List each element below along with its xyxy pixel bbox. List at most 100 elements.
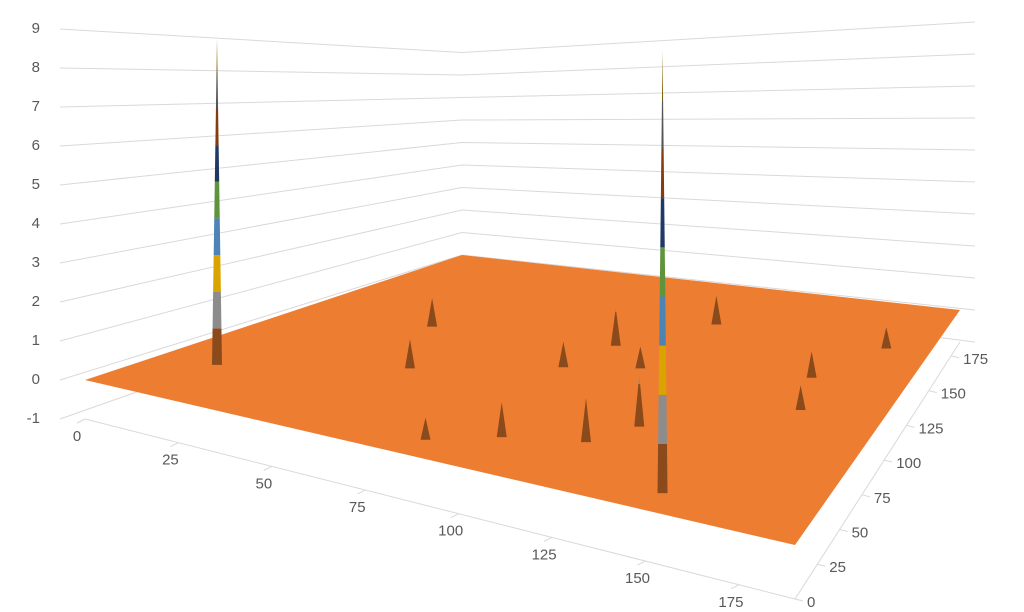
spike-band xyxy=(661,50,664,100)
grid-line xyxy=(59,164,976,225)
spike-band xyxy=(659,247,666,297)
y-tick-label: 50 xyxy=(852,525,869,542)
surface-floor xyxy=(85,255,960,545)
spike-band xyxy=(427,298,438,327)
z-tick-label: 0 xyxy=(32,371,40,388)
x-tick-label: 50 xyxy=(255,475,272,492)
spike-band xyxy=(659,296,666,346)
spike-band xyxy=(657,443,668,494)
z-tick-label: 7 xyxy=(32,98,40,115)
spike-band xyxy=(580,398,591,443)
spike-band xyxy=(215,71,219,109)
y-tick-label: 75 xyxy=(874,490,891,507)
z-tick-label: 1 xyxy=(32,332,40,349)
spike xyxy=(496,402,507,438)
y-tick xyxy=(906,424,915,428)
spike-band xyxy=(660,149,665,199)
y-tick xyxy=(950,355,960,359)
spike-band xyxy=(496,402,507,438)
x-tick-label: 100 xyxy=(438,523,463,540)
spike-band xyxy=(660,198,665,248)
y-tick xyxy=(884,459,893,463)
z-tick-label: 2 xyxy=(32,293,40,310)
spike xyxy=(610,308,621,346)
z-tick-label: 6 xyxy=(32,137,40,154)
grid-line xyxy=(59,85,976,108)
grid-line xyxy=(59,141,976,186)
grid-line xyxy=(59,209,976,303)
spike xyxy=(580,398,591,443)
y-tick xyxy=(794,598,804,602)
spike-band xyxy=(212,328,222,365)
spike-band xyxy=(806,351,817,378)
spike xyxy=(427,298,438,327)
spike-band xyxy=(214,181,220,219)
spike-band xyxy=(658,345,667,395)
y-tick-label: 25 xyxy=(829,559,846,576)
x-tick xyxy=(263,465,273,471)
z-tick-label: -1 xyxy=(27,410,40,427)
spike xyxy=(404,339,415,369)
grid-line xyxy=(59,186,976,264)
spike-band xyxy=(610,311,621,346)
x-tick-label: 175 xyxy=(718,594,743,607)
spike xyxy=(795,385,806,411)
spike xyxy=(881,327,892,349)
x-tick-label: 25 xyxy=(162,452,179,469)
x-tick-label: 150 xyxy=(625,570,650,587)
spike-band xyxy=(216,38,218,72)
spike xyxy=(420,417,431,440)
x-tick xyxy=(543,536,553,542)
spike-band xyxy=(881,327,892,349)
spike xyxy=(634,375,645,427)
y-tick-label: 175 xyxy=(963,351,988,368)
y-tick-label: 100 xyxy=(896,455,921,472)
x-tick xyxy=(76,418,86,424)
z-tick-label: 8 xyxy=(32,59,40,76)
y-tick xyxy=(861,494,871,498)
y-tick xyxy=(928,390,937,394)
spike-band xyxy=(615,308,617,312)
spike-band xyxy=(212,291,222,329)
y-tick-label: 0 xyxy=(807,594,815,607)
grid-line xyxy=(59,117,976,147)
x-tick xyxy=(170,442,179,448)
spike xyxy=(558,341,569,368)
spike-band xyxy=(635,346,646,369)
spike xyxy=(806,351,817,378)
y-tick-label: 125 xyxy=(918,420,943,437)
spike-band xyxy=(711,295,722,325)
x-tick xyxy=(637,560,646,566)
spike-band xyxy=(404,339,415,369)
x-tick-label: 125 xyxy=(532,546,557,563)
x-tick-label: 75 xyxy=(349,499,366,516)
z-tick-label: 5 xyxy=(32,176,40,193)
spike xyxy=(657,50,668,494)
z-tick-label: 3 xyxy=(32,254,40,271)
spike-band xyxy=(213,218,221,256)
spike-band xyxy=(634,384,645,427)
x-tick xyxy=(357,489,366,495)
y-tick-label: 150 xyxy=(941,386,966,403)
grid-line xyxy=(59,231,976,342)
spike xyxy=(635,346,646,369)
spike-band xyxy=(658,394,667,444)
spike-band xyxy=(420,417,431,440)
x-tick xyxy=(450,513,459,519)
spike xyxy=(212,38,222,365)
spike-band xyxy=(214,145,220,182)
grid-line xyxy=(59,21,976,54)
x-tick-label: 0 xyxy=(73,428,81,445)
spike-band xyxy=(215,108,219,146)
y-tick xyxy=(817,563,826,567)
spike-band xyxy=(638,375,641,385)
spike-band xyxy=(558,341,569,368)
x-tick xyxy=(730,584,740,590)
spike-band xyxy=(795,385,806,411)
grid-line xyxy=(59,53,976,76)
spike-band xyxy=(661,99,664,150)
spike xyxy=(711,295,722,325)
z-tick-label: 9 xyxy=(32,20,40,37)
z-tick-label: 4 xyxy=(32,215,40,232)
